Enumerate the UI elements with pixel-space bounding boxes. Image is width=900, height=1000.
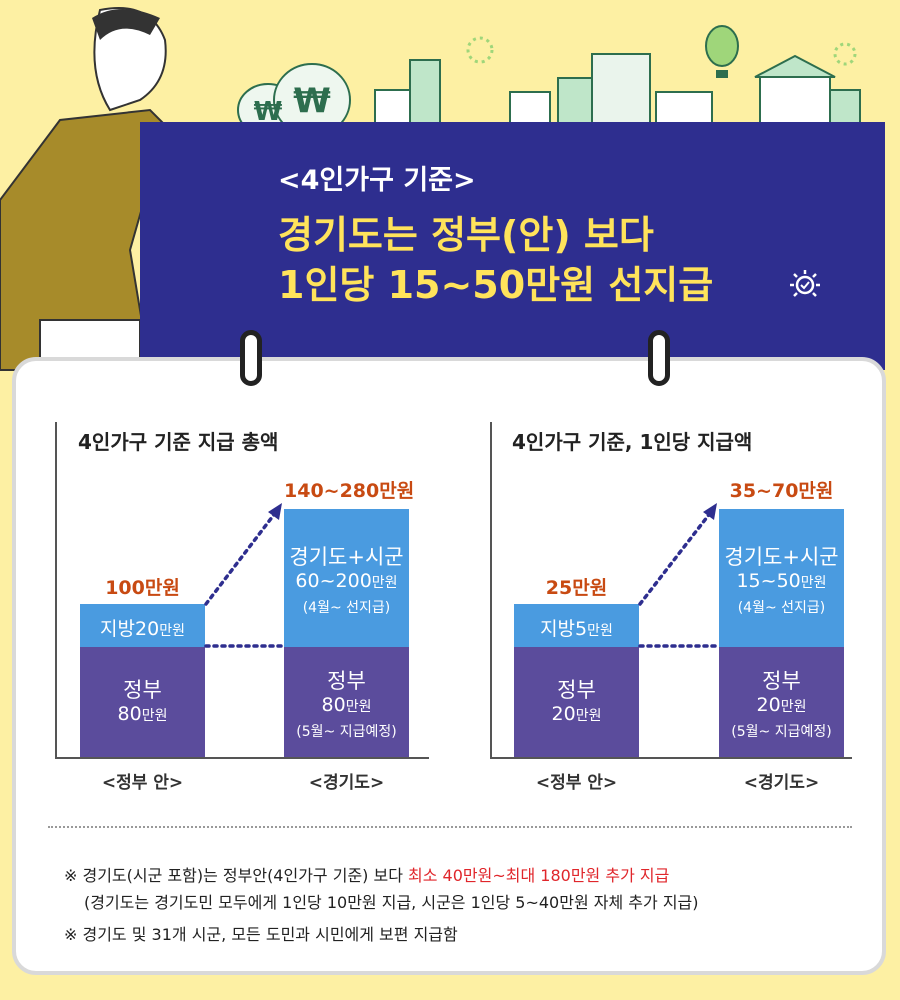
bar-label-value: 20: [756, 694, 781, 716]
bar-gov: 정부 20만원: [514, 647, 639, 757]
money-bag-large-symbol: ₩: [293, 81, 331, 121]
bar-label-unit: 만원: [575, 708, 602, 724]
y-axis: [490, 422, 492, 759]
bar-gov: 정부 80만원: [80, 647, 205, 757]
bar-label-unit: 만원: [800, 575, 827, 591]
divider: [48, 826, 852, 828]
bar-label-value: 5: [575, 618, 588, 640]
bar-label-note: (5월~ 지급예정): [296, 724, 397, 740]
bar-label-name: 정부: [123, 678, 162, 702]
footnote-1-highlight: 최소 40만원~최대 180만원 추가 지급: [408, 866, 670, 885]
bar-label-note: (5월~ 지급예정): [731, 724, 832, 740]
bar-label-value: 80: [117, 703, 142, 725]
category-label: <경기도>: [308, 773, 385, 793]
bar-label-unit: 만원: [159, 623, 185, 639]
bar-label-name: 경기도+시군: [724, 545, 839, 569]
footnote-2: (경기도는 경기도민 모두에게 1인당 10만원 지급, 시군은 1인당 5~4…: [84, 893, 699, 912]
bar-label-unit: 만원: [371, 575, 398, 591]
bar-label-value: 20: [135, 618, 160, 640]
bar-label-value: 60~200: [295, 570, 372, 592]
bar-label-unit: 만원: [141, 708, 168, 724]
bar-label-name: 지방: [100, 618, 135, 640]
binder-ring-left: [240, 330, 262, 386]
bar-local: 경기도+시군 15~50만원 (4월~ 선지급): [719, 509, 844, 647]
bar-label-unit: 만원: [780, 699, 807, 715]
total-label: 100만원: [105, 577, 180, 599]
bar-label-name: 경기도+시군: [289, 545, 404, 569]
header-subtitle: <4인가구 기준>: [278, 165, 476, 196]
bar-label-note: (4월~ 선지급): [737, 600, 826, 616]
total-label: 35~70만원: [729, 480, 834, 502]
arrow-head-icon: [703, 503, 717, 520]
y-axis: [55, 422, 57, 759]
bar-label-value: 15~50: [736, 570, 801, 592]
bar-local: 지방5만원: [514, 604, 639, 647]
total-label: 140~280만원: [284, 480, 415, 502]
bar-gov: 정부 20만원 (5월~ 지급예정): [719, 647, 844, 757]
footnote-1: ※ 경기도(시군 포함)는 정부안(4인가구 기준) 보다 최소 40만원~최대…: [64, 862, 669, 886]
x-axis: [490, 757, 852, 759]
footnote-3: ※ 경기도 및 31개 시군, 모든 도민과 시민에게 보편 지급함: [64, 925, 458, 944]
bar-label-unit: 만원: [345, 699, 372, 715]
arrow-head-icon: [268, 503, 282, 520]
bar-label-name: 지방: [540, 618, 576, 640]
chart-title: 4인가구 기준 지급 총액: [78, 430, 279, 454]
bar-label-note: (4월~ 선지급): [302, 600, 391, 616]
lightbulb-icon: [790, 270, 820, 297]
header-banner: [140, 122, 885, 370]
chart-title: 4인가구 기준, 1인당 지급액: [512, 430, 753, 454]
x-axis: [55, 757, 429, 759]
bar-label-value: 80: [321, 694, 346, 716]
category-label: <정부 안>: [535, 773, 618, 793]
total-label: 25만원: [545, 577, 608, 599]
bar-label-value: 20: [551, 703, 576, 725]
header-title-line1: 경기도는 정부(안) 보다: [278, 213, 654, 257]
header-title: 경기도는 정부(안) 보다 1인당 15~50만원 선지급: [278, 210, 713, 310]
bar-gov: 정부 80만원 (5월~ 지급예정): [284, 647, 409, 757]
bar-local: 경기도+시군 60~200만원 (4월~ 선지급): [284, 509, 409, 647]
header-title-line2: 1인당 15~50만원 선지급: [278, 263, 714, 307]
bar-label-unit: 만원: [587, 623, 613, 639]
bar-label-name: 정부: [327, 669, 366, 693]
bar-local: 지방20만원: [80, 604, 205, 647]
bar-label-name: 정부: [762, 669, 801, 693]
footnote-1-text: ※ 경기도(시군 포함)는 정부안(4인가구 기준) 보다: [64, 866, 409, 885]
binder-ring-right: [648, 330, 670, 386]
category-label: <정부 안>: [101, 773, 184, 793]
category-label: <경기도>: [743, 773, 820, 793]
bar-label-name: 정부: [557, 678, 596, 702]
